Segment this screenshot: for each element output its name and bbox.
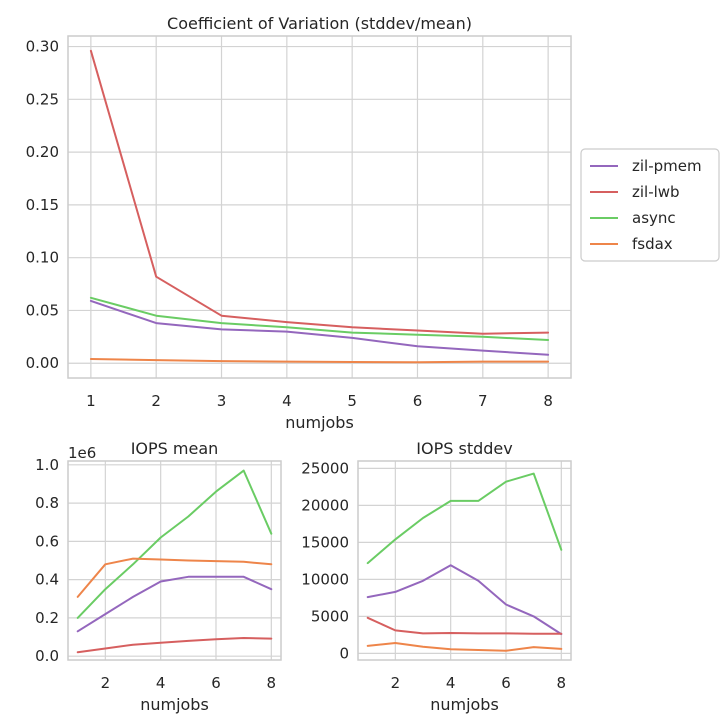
x-tick-label: 8 — [543, 392, 553, 410]
x-tick-label: 6 — [501, 674, 511, 692]
y-tick-label: 1.0 — [35, 456, 59, 474]
legend-box — [580, 148, 720, 262]
chart-title: IOPS mean — [131, 439, 219, 458]
x-tick-label: 1 — [86, 392, 96, 410]
x-tick-label: 3 — [217, 392, 227, 410]
x-tick-label: 2 — [101, 674, 111, 692]
legend-label: fsdax — [632, 235, 673, 253]
legend-label: async — [632, 209, 676, 227]
y-tick-label: 0.8 — [35, 494, 59, 512]
legend-label: zil-lwb — [632, 183, 680, 201]
x-tick-label: 4 — [282, 392, 292, 410]
y-tick-label: 0.05 — [26, 301, 59, 319]
y-tick-label: 0.0 — [35, 647, 59, 665]
series-line-fsdax — [76, 557, 273, 598]
x-tick-label: 4 — [446, 674, 456, 692]
x-tick-label: 5 — [347, 392, 357, 410]
y-tick-label: 20000 — [301, 496, 349, 514]
iops-stddev-chart: 0 5000 10000 15000 20000 25000 2 4 6 8 IOPS stddev… — [301, 439, 572, 714]
iops-mean-chart: 0.0 0.2 0.4 0.6 0.8 1.0 2 4 6 8 IOPS mean numjobs 1e… — [35, 439, 282, 714]
x-tick-label: 4 — [156, 674, 166, 692]
x-tick-label: 6 — [211, 674, 221, 692]
series-line-fsdax — [366, 642, 563, 652]
series-line-zil-pmem — [76, 575, 273, 633]
x-tick-label: 2 — [151, 392, 161, 410]
y-tick-label: 0.25 — [26, 90, 59, 108]
x-tick-label: 8 — [267, 674, 277, 692]
y-tick-label: 15000 — [301, 533, 349, 551]
y-tick-label: 10000 — [301, 570, 349, 588]
y-tick-label: 0 — [339, 644, 349, 662]
x-axis-label: numjobs — [285, 413, 354, 432]
y-tick-label: 5000 — [311, 607, 349, 625]
y-tick-label: 0.00 — [26, 354, 59, 372]
series-line-zil-lwb — [366, 616, 563, 635]
x-axis-label: numjobs — [430, 695, 499, 714]
y-tick-label: 0.15 — [26, 196, 59, 214]
y-tick-label: 0.6 — [35, 532, 59, 550]
y-tick-label: 0.2 — [35, 609, 59, 627]
chart-title: IOPS stddev — [416, 439, 512, 458]
y-offset-text: 1e6 — [68, 444, 96, 462]
series-line-zil-pmem — [89, 299, 550, 356]
x-tick-label: 7 — [478, 392, 488, 410]
series-line-zil-lwb — [89, 49, 550, 335]
y-tick-label: 0.20 — [26, 143, 59, 161]
legend-label: zil-pmem — [632, 157, 702, 175]
chart-title: Coefficient of Variation (stddev/mean) — [167, 14, 472, 33]
legend: zil-pmem zil-lwb async fsdax — [580, 148, 720, 262]
series-line-zil-pmem — [366, 564, 563, 636]
plot-frame — [67, 35, 572, 379]
plot-frame — [357, 460, 572, 661]
cv-chart: 0.00 0.05 0.10 0.15 0.20 0.25 0.30 1 2 3 4 5 6 7 8 Coef… — [26, 14, 572, 432]
series-line-fsdax — [89, 358, 550, 364]
x-tick-label: 8 — [557, 674, 567, 692]
x-tick-label: 2 — [391, 674, 401, 692]
x-tick-label: 6 — [413, 392, 423, 410]
x-axis-label: numjobs — [140, 695, 209, 714]
series-line-async — [366, 472, 563, 565]
y-tick-label: 0.30 — [26, 38, 59, 56]
series-line-async — [89, 296, 550, 341]
y-tick-label: 25000 — [301, 459, 349, 477]
y-tick-label: 0.10 — [26, 249, 59, 267]
series-line-zil-lwb — [76, 637, 273, 654]
y-tick-label: 0.4 — [35, 571, 59, 589]
plot-frame — [67, 460, 282, 661]
series-line-async — [76, 469, 273, 619]
